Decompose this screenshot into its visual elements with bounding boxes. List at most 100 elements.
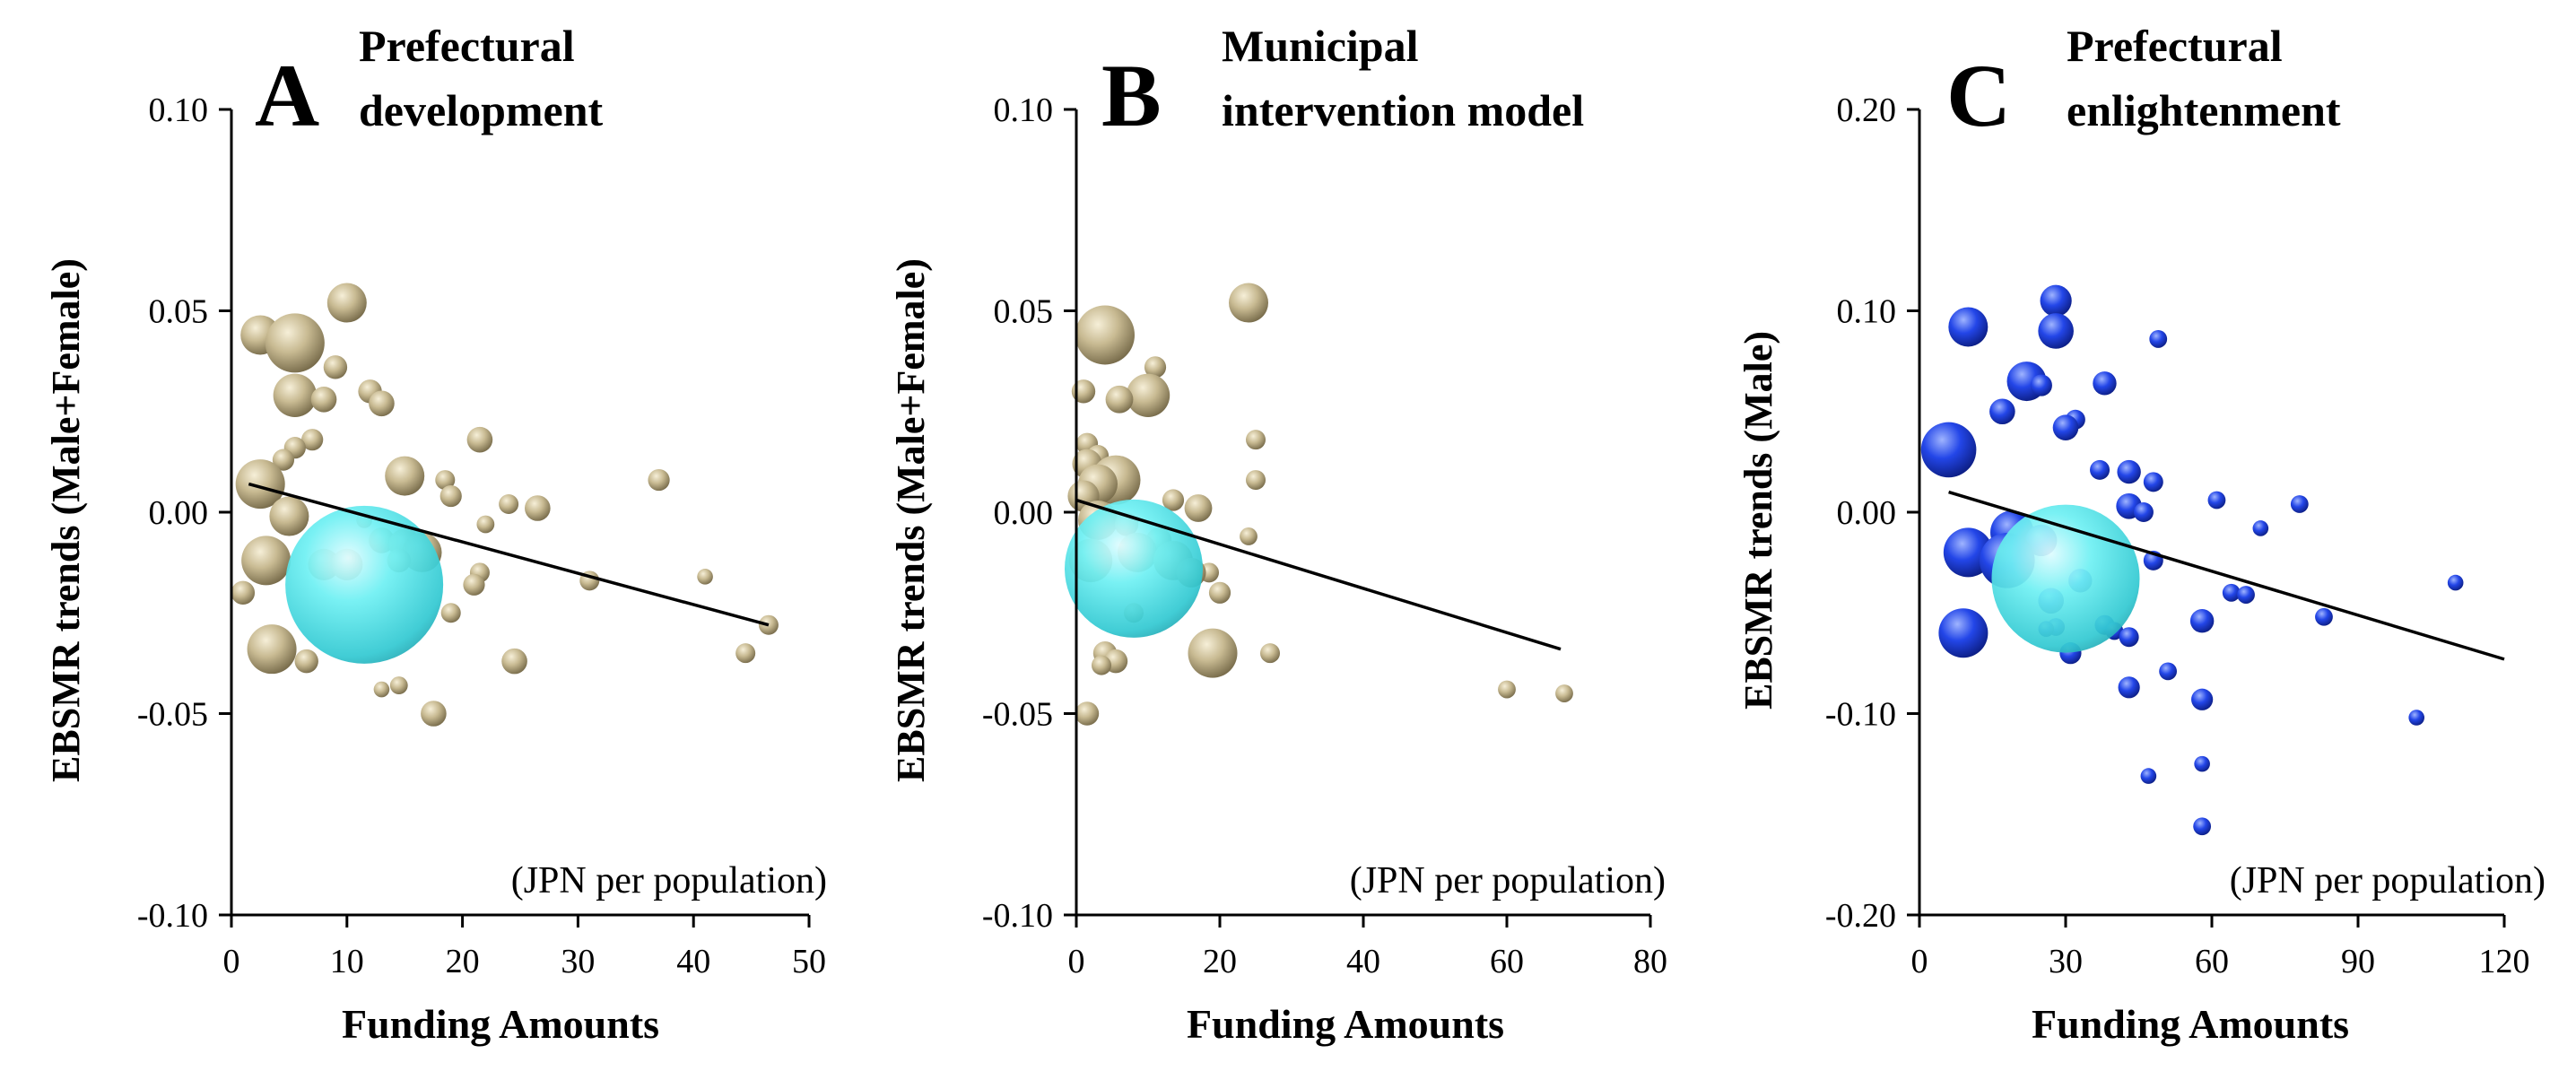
data-point <box>310 386 337 413</box>
data-point <box>2191 688 2214 710</box>
data-point <box>323 355 348 379</box>
data-point <box>440 603 461 623</box>
big-data-point <box>1991 504 2140 653</box>
trend-line <box>1948 490 2505 661</box>
x-tick-label: 40 <box>1346 943 1380 980</box>
x-tick-label: 40 <box>676 943 710 980</box>
data-point <box>648 468 670 492</box>
data-point <box>466 426 493 453</box>
data-point <box>272 449 295 471</box>
axes: -0.10 -0.05 0.00 0.05 0.10 0 20 40 60 80 <box>982 91 1667 980</box>
data-point <box>2222 583 2241 602</box>
data-point <box>1105 385 1134 414</box>
data-point <box>1240 527 1258 545</box>
data-point <box>1162 489 1185 511</box>
data-point <box>301 429 324 451</box>
y-axis-label: EBSMR trends (Male+Female) <box>44 258 88 782</box>
y-tick-label: 0.10 <box>149 91 209 129</box>
data-point <box>1144 356 1167 379</box>
panel-title-line-1: Municipal <box>1222 21 1419 71</box>
data-point <box>326 283 367 323</box>
data-point <box>2315 607 2333 626</box>
data-point <box>2090 459 2110 480</box>
data-point <box>2252 520 2269 536</box>
data-point <box>1188 628 1238 678</box>
data-point <box>235 459 285 510</box>
panel-title-line-2: intervention model <box>1222 85 1584 135</box>
data-point <box>2133 502 2154 522</box>
panel-title-line-1: Prefectural <box>2067 21 2283 71</box>
data-point <box>439 484 462 508</box>
data-point <box>1555 684 1573 702</box>
panel-title-line-2: enlightenment <box>2067 85 2341 135</box>
data-point <box>2093 371 2117 396</box>
panel-letter: B <box>1101 46 1162 145</box>
data-point <box>499 494 519 515</box>
data-point <box>231 580 256 605</box>
data-point <box>1260 643 1280 664</box>
x-axis-title: Funding Amounts <box>342 1001 659 1047</box>
data-point <box>389 676 408 694</box>
x-tick-label: 30 <box>2049 943 2083 980</box>
data-point <box>1075 305 1135 365</box>
data-point <box>2149 330 2168 348</box>
x-tick-label: 0 <box>1068 943 1085 980</box>
data-point <box>1246 430 1266 450</box>
panel-c: EBSMR trends (Male) C Prefectural enligh… <box>1736 21 2546 1047</box>
data-point <box>1229 283 1268 323</box>
axes: -0.10 -0.05 0.00 0.05 0.10 0 10 20 30 40 50 <box>137 91 826 980</box>
y-tick-label: -0.20 <box>1825 897 1896 935</box>
data-points <box>1065 283 1573 726</box>
data-points <box>231 283 779 727</box>
x-tick-label: 120 <box>2479 943 2530 980</box>
x-tick-label: 20 <box>446 943 480 980</box>
x-tick-label: 20 <box>1203 943 1237 980</box>
data-point <box>735 643 756 664</box>
y-tick-label: -0.05 <box>982 696 1053 734</box>
axes: -0.20 -0.10 0.00 0.10 0.20 0 30 60 90 120 <box>1825 91 2530 980</box>
panel-letter: A <box>255 46 319 145</box>
data-point <box>2290 495 2309 513</box>
units-note: (JPN per population) <box>2230 860 2546 901</box>
data-point <box>269 496 309 536</box>
x-tick-label: 0 <box>223 943 240 980</box>
data-point <box>2189 609 2215 633</box>
data-point <box>247 624 297 675</box>
data-point <box>2159 662 2178 681</box>
x-tick-label: 80 <box>1633 943 1667 980</box>
y-tick-label: -0.10 <box>982 897 1053 935</box>
x-tick-label: 0 <box>1911 943 1928 980</box>
data-point <box>2143 472 2163 492</box>
data-point <box>1208 581 1231 604</box>
data-point <box>1246 470 1266 491</box>
data-point <box>1075 701 1100 726</box>
data-point <box>2140 768 2157 784</box>
data-point <box>369 390 395 417</box>
y-tick-label: 0.10 <box>1837 293 1897 331</box>
data-point <box>2207 491 2226 510</box>
data-point <box>2038 313 2074 349</box>
y-tick-label: 0.10 <box>994 91 1054 129</box>
y-tick-label: -0.10 <box>137 897 208 935</box>
x-tick-label: 90 <box>2341 943 2375 980</box>
units-note: (JPN per population) <box>1350 860 1666 901</box>
x-axis-title: Funding Amounts <box>2032 1001 2349 1047</box>
data-point <box>2030 374 2052 396</box>
big-data-point <box>1065 499 1203 638</box>
data-point <box>2194 755 2210 772</box>
y-tick-label: 0.00 <box>1837 494 1897 532</box>
data-point <box>2118 676 2140 699</box>
data-point <box>1948 307 1989 347</box>
data-point <box>2117 459 2141 484</box>
data-point <box>2408 710 2424 726</box>
data-point <box>525 495 551 521</box>
data-point <box>1920 422 1977 478</box>
panel-letter: C <box>1946 46 2011 145</box>
units-note: (JPN per population) <box>511 860 827 901</box>
trend-line <box>1075 498 1562 651</box>
data-point <box>1989 398 2015 425</box>
y-tick-label: -0.05 <box>137 696 208 734</box>
y-tick-label: -0.10 <box>1825 696 1896 734</box>
data-point <box>2052 414 2079 441</box>
